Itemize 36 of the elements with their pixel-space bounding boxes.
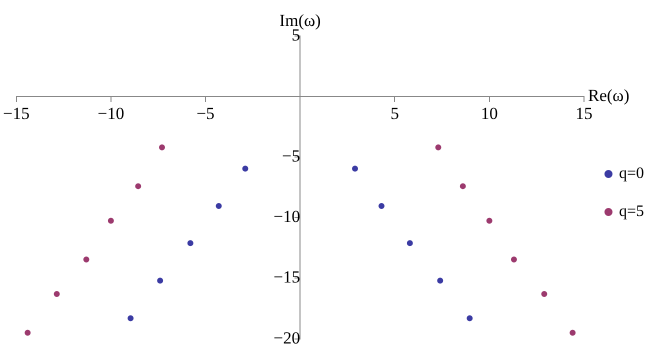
x-tick-label: −5 xyxy=(196,104,215,124)
point xyxy=(437,278,444,284)
y-tick-label: −20 xyxy=(274,328,300,348)
point xyxy=(460,183,466,190)
point xyxy=(242,166,248,172)
x-tick-label: −15 xyxy=(2,104,30,124)
point xyxy=(541,290,548,297)
point xyxy=(135,183,142,190)
point xyxy=(159,144,165,150)
point xyxy=(352,166,358,172)
point xyxy=(486,218,492,224)
point xyxy=(128,315,134,322)
point xyxy=(570,330,576,336)
point xyxy=(435,144,442,150)
point xyxy=(378,203,385,210)
x-tick-label: 10 xyxy=(480,104,498,124)
point xyxy=(157,278,164,284)
point xyxy=(406,240,413,246)
point xyxy=(83,256,90,262)
legend-label: q=5 xyxy=(618,203,644,220)
point xyxy=(108,218,114,224)
y-tick-label: −10 xyxy=(274,207,300,226)
legend-label: q=0 xyxy=(618,165,644,182)
point xyxy=(54,290,60,297)
x-tick-label: 15 xyxy=(575,104,592,124)
y-tick-label: −5 xyxy=(282,146,300,166)
x-tick-label: 5 xyxy=(390,104,399,124)
point xyxy=(510,256,517,262)
point xyxy=(187,240,194,246)
point xyxy=(24,330,31,336)
x-axis-title: Re(ω) xyxy=(588,86,630,106)
x-tick-label: −10 xyxy=(98,104,124,124)
point xyxy=(466,315,473,322)
y-tick-label: −15 xyxy=(274,268,300,287)
point xyxy=(216,203,222,210)
y-axis-title: Im(ω) xyxy=(279,10,321,30)
